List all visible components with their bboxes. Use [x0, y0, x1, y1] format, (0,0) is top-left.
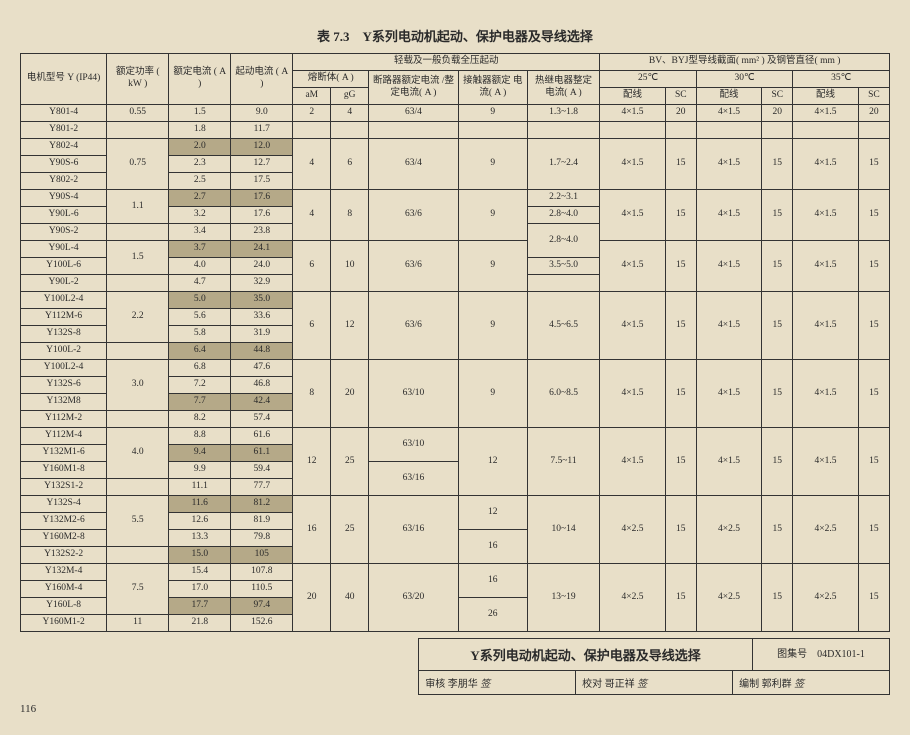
hdr-contactor: 接触器额定 电流( A ): [458, 71, 527, 105]
page-number: 116: [20, 695, 890, 715]
hdr-ia: 额定电流 ( A ): [169, 54, 231, 105]
hdr-thermal: 热继电器整定 电流( A ): [527, 71, 600, 105]
hdr-fuse: 熔断体( A ): [293, 71, 369, 88]
footer-cred1: 审核 李朋华 签: [419, 671, 575, 694]
hdr-sc35: SC: [858, 88, 889, 105]
title-block: Y系列电动机起动、保护电器及导线选择 图集号 04DX101-1 审核 李朋华 …: [418, 638, 890, 695]
hdr-30c: 30℃: [696, 71, 793, 88]
footer-setno: 图集号 04DX101-1: [752, 639, 889, 670]
footer-cred3: 编制 郭利群 签: [732, 671, 889, 694]
hdr-is: 起动电流 ( A ): [231, 54, 293, 105]
hdr-sc30: SC: [762, 88, 793, 105]
table-row: Y112M-44.08.861.6122563/10127.5~114×1.51…: [21, 428, 890, 445]
table-title: 表 7.3 Y系列电动机起动、保护电器及导线选择: [20, 26, 890, 45]
motor-table: 电机型号 Y (IP44) 额定功率 ( kW ) 额定电流 ( A ) 起动电…: [20, 53, 890, 632]
table-row: Y801-40.551.59.02463/491.3~1.84×1.5204×1…: [21, 105, 890, 122]
hdr-25c: 25℃: [600, 71, 697, 88]
hdr-kw: 额定功率 ( kW ): [107, 54, 169, 105]
table-row: Y90L-41.53.724.161063/694×1.5154×1.5154×…: [21, 241, 890, 258]
hdr-px25: 配线: [600, 88, 666, 105]
hdr-px35: 配线: [793, 88, 859, 105]
table-row: Y100L2-43.06.847.682063/1096.0~8.54×1.51…: [21, 360, 890, 377]
table-row: Y132M-47.515.4107.8204063/201613~194×2.5…: [21, 564, 890, 581]
hdr-px30: 配线: [696, 88, 762, 105]
hdr-35c: 35℃: [793, 71, 890, 88]
hdr-gg: gG: [331, 88, 369, 105]
hdr-model: 电机型号 Y (IP44): [21, 54, 107, 105]
hdr-am: aM: [293, 88, 331, 105]
table-row: Y801-21.811.7: [21, 122, 890, 139]
hdr-load: 轻载及一般负载全压起动: [293, 54, 600, 71]
footer-main-title: Y系列电动机起动、保护电器及导线选择: [419, 639, 752, 670]
table-row: Y100L2-42.25.035.061263/694.5~6.54×1.515…: [21, 292, 890, 309]
table-row: Y802-40.752.012.04663/491.7~2.44×1.5154×…: [21, 139, 890, 156]
footer-cred2: 校对 哥正祥 签: [575, 671, 732, 694]
table-row: Y132S-45.511.681.2162563/161210~144×2.51…: [21, 496, 890, 513]
hdr-wire: BV、BYJ型导线截面( mm² ) 及钢管直径( mm ): [600, 54, 890, 71]
table-row: Y90S-41.12.717.64863/692.2~3.14×1.5154×1…: [21, 190, 890, 207]
hdr-breaker: 断路器额定电流 /整定电流( A ): [369, 71, 459, 105]
hdr-sc25: SC: [665, 88, 696, 105]
